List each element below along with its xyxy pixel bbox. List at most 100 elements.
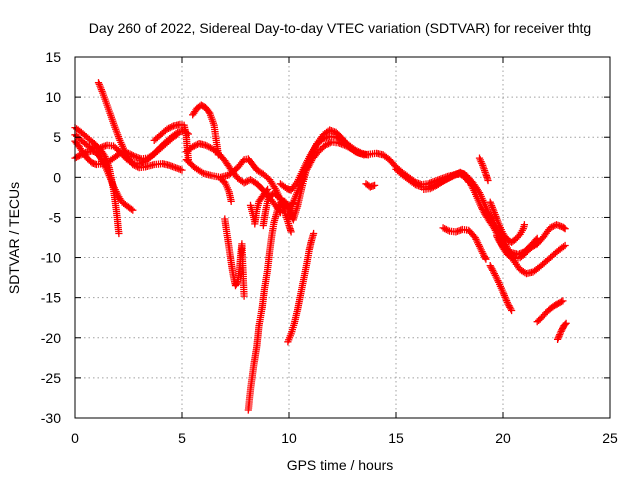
series-arc-s [362,180,379,191]
data-point [490,207,498,215]
data-point [426,185,434,193]
data-point [354,148,363,156]
data-point [481,254,489,262]
data-point [95,80,103,88]
data-point [108,179,116,187]
x-tick-label: 25 [602,430,618,446]
data-point [489,205,497,213]
data-point [428,184,436,192]
y-tick-label: -30 [41,410,61,426]
y-tick-label: -10 [41,250,61,266]
series-arc-i [182,155,295,236]
series-arc-x [486,198,528,246]
data-point [505,302,513,310]
data-point [477,246,485,254]
data-point [203,142,211,150]
data-point [554,334,562,342]
data-point [487,263,495,271]
series-arc-h [189,101,222,159]
data-point [334,134,342,142]
data-point [520,221,528,229]
data-point [554,335,562,343]
data-point [493,232,501,240]
grid-lines [75,57,610,418]
data-point [556,329,564,337]
data-point [127,205,135,213]
data-point [479,249,487,257]
data-point [174,130,182,138]
data-point [287,228,295,236]
data-point [481,168,489,176]
data-point [353,147,361,155]
data-point [122,149,130,157]
data-points [71,79,570,414]
data-point [548,223,556,231]
data-point [507,305,515,313]
data-point [168,123,176,131]
data-point [240,292,248,300]
data-point [251,217,259,226]
x-tick-label: 10 [281,430,297,446]
data-point [499,288,507,296]
data-point [189,143,197,151]
data-point [501,245,509,254]
data-point [129,206,137,214]
data-point [489,266,497,274]
x-axis-label: GPS time / hours [287,457,394,473]
data-point [486,262,494,270]
data-point [494,235,502,243]
data-point [479,163,487,171]
y-tick-label: -25 [41,370,61,386]
data-point [503,298,511,307]
data-point [500,290,508,298]
x-tick-label: 5 [178,430,186,446]
data-point [283,201,291,209]
plot-frame [74,56,611,419]
data-point [97,84,105,92]
y-axis-label: SDTVAR / TECUs [6,182,22,294]
series-arc-ac [554,319,570,343]
data-point [506,248,514,256]
data-point [77,151,85,159]
data-point [490,268,498,276]
data-point [201,141,210,149]
data-point [351,146,359,154]
data-point [190,142,198,150]
series-arc-aa [533,221,569,248]
data-point [335,135,343,143]
series-arc-ab [533,297,567,326]
data-point [475,241,483,249]
data-point [332,133,340,141]
data-point [444,226,452,234]
data-point [132,162,140,170]
data-point [555,332,563,340]
data-point [80,149,88,157]
data-point [556,331,564,339]
data-point [121,148,129,156]
data-point [192,141,200,149]
series-arc-w [439,224,490,263]
data-point [447,172,455,181]
data-point [559,243,568,251]
data-point [429,183,438,191]
series-arc-e [94,79,186,174]
data-point [120,146,128,154]
data-point [561,225,569,233]
data-point [109,182,118,190]
y-tick-labels: -30 -25 -20 -15 -10 -5 0 5 10 15 [41,49,61,426]
x-tick-label: 0 [71,430,79,446]
data-point [98,157,106,165]
data-point [166,124,174,132]
data-point [445,173,454,181]
series-arc-p [284,229,318,346]
data-point [178,166,186,174]
data-point [459,170,467,178]
data-point [508,306,516,315]
axis-ticks [74,56,611,419]
data-point [123,151,131,159]
data-point [321,141,329,149]
data-point [472,235,480,243]
data-point [486,198,494,206]
data-point [233,279,241,287]
data-point [488,265,496,273]
